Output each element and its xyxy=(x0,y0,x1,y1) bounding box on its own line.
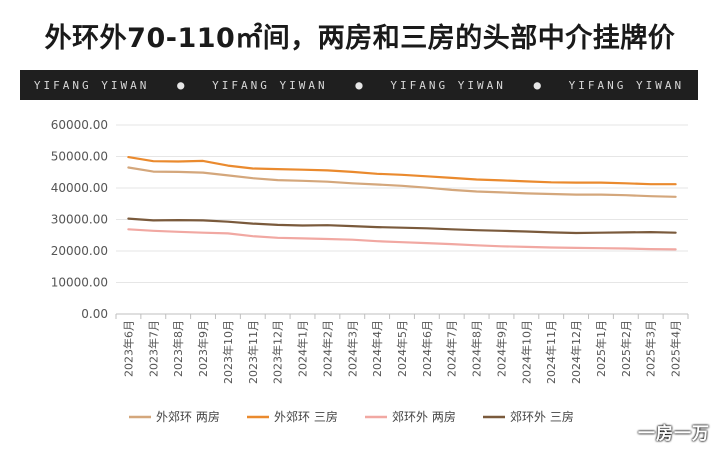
x-tick-label: 2024年6月 xyxy=(420,320,434,377)
x-tick-label: 2024年11月 xyxy=(544,320,558,384)
x-tick-label: 2024年1月 xyxy=(296,320,310,377)
x-tick-label: 2024年3月 xyxy=(345,320,359,377)
banner-dot-icon: ● xyxy=(533,78,541,92)
banner-dot-icon: ● xyxy=(355,78,363,92)
legend-label: 郊环外 两房 xyxy=(392,409,456,424)
series-line-2 xyxy=(127,155,677,186)
line-chart: 0.00 10000.00 20000.00 30000.00 40000.00 5000… xyxy=(20,104,698,450)
x-tick-label: 2023年10月 xyxy=(221,320,235,384)
y-tick-label: 0.00 xyxy=(81,307,108,321)
brand-banner: YIFANG YIWAN ● YIFANG YIWAN ● YIFANG YIW… xyxy=(20,70,698,100)
legend-label: 外郊环 两房 xyxy=(156,409,220,424)
y-tick-label: 60000.00 xyxy=(51,118,108,132)
x-tick-label: 2023年7月 xyxy=(146,320,160,377)
x-tick-label: 2025年4月 xyxy=(669,320,683,377)
y-tick-label: 30000.00 xyxy=(51,213,108,227)
x-tick-label: 2024年2月 xyxy=(320,320,334,377)
banner-dot-icon: ● xyxy=(177,78,185,92)
x-tick-label: 2023年9月 xyxy=(196,320,210,377)
x-tick-label: 2025年3月 xyxy=(644,320,658,377)
x-tick-label: 2023年8月 xyxy=(171,320,185,377)
series-line-4 xyxy=(127,217,677,235)
y-tick-label: 10000.00 xyxy=(51,276,108,290)
legend-label: 郊环外 三房 xyxy=(510,409,574,424)
x-tick-label: 2024年10月 xyxy=(519,320,533,384)
y-tick-label: 40000.00 xyxy=(51,181,108,195)
x-tick-label: 2025年2月 xyxy=(619,320,633,377)
banner-text-3: YIFANG YIWAN xyxy=(390,78,506,92)
x-tick-label: 2024年8月 xyxy=(470,320,484,377)
x-tick-label: 2024年4月 xyxy=(370,320,384,377)
x-tick-label: 2024年5月 xyxy=(395,320,409,377)
page-title: 外环外70-110㎡间，两房和三房的头部中介挂牌价 xyxy=(44,22,676,54)
series-line-3 xyxy=(127,228,677,251)
banner-text-4: YIFANG YIWAN xyxy=(568,78,685,92)
banner-text-2: YIFANG YIWAN xyxy=(212,78,328,92)
banner-text-1: YIFANG YIWAN xyxy=(33,78,150,92)
x-tick-label: 2024年12月 xyxy=(569,320,583,384)
y-tick-label: 50000.00 xyxy=(51,150,108,164)
x-tick-label: 2023年12月 xyxy=(271,320,285,384)
x-tick-label: 2023年6月 xyxy=(121,320,135,377)
series-line-1 xyxy=(127,166,677,198)
brand-logo-text: 一房一万 xyxy=(638,424,710,444)
x-tick-label: 2024年7月 xyxy=(445,320,459,377)
x-tick-label: 2025年1月 xyxy=(594,320,608,377)
y-tick-label: 20000.00 xyxy=(51,244,108,258)
x-tick-label: 2023年11月 xyxy=(246,320,260,384)
legend-label: 外郊环 三房 xyxy=(274,409,338,424)
chart-svg: 0.00 10000.00 20000.00 30000.00 40000.00 5000… xyxy=(51,118,689,424)
x-tick-label: 2024年9月 xyxy=(494,320,508,377)
